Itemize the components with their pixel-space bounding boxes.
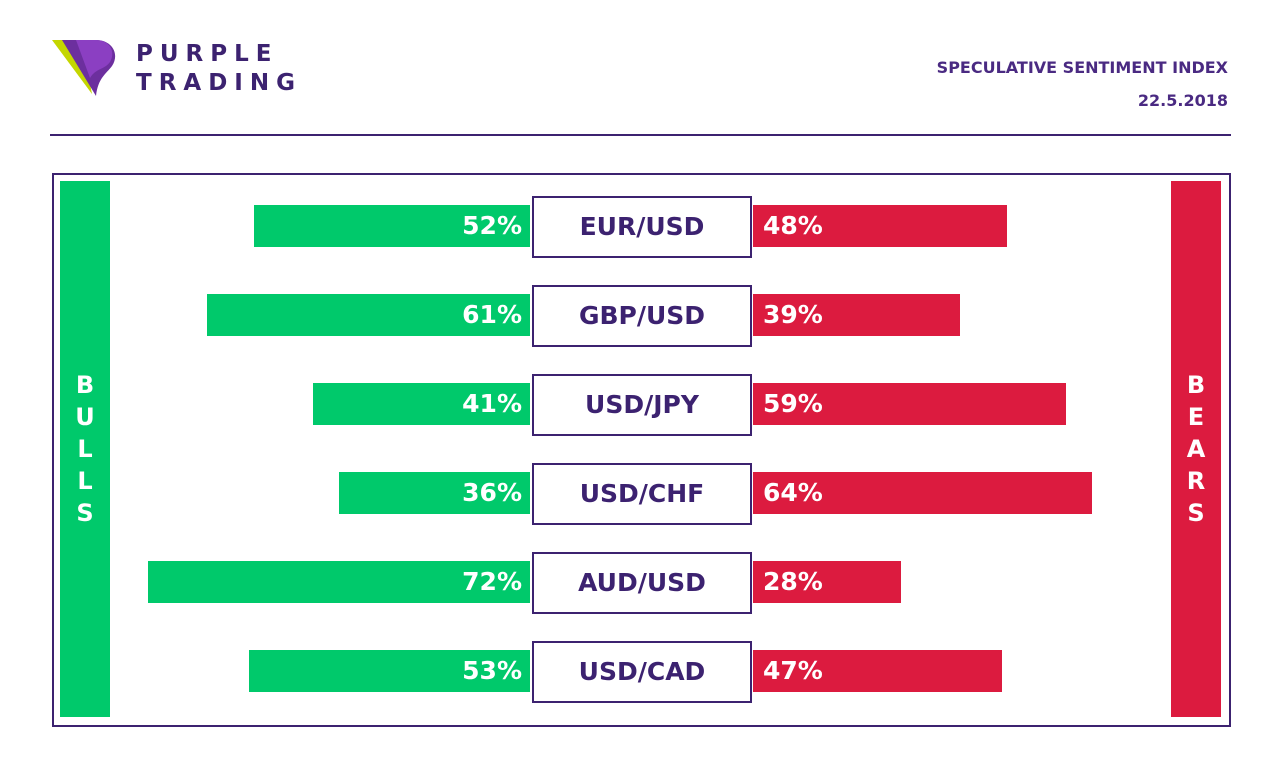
brand-line-2: TRADING [136,70,302,96]
currency-pair-label: AUD/USD [532,552,752,614]
bear-value-label: 59% [763,389,823,418]
bear-bar [753,561,902,603]
page-title: SPECULATIVE SENTIMENT INDEX [936,58,1228,77]
bull-value-label: 61% [462,300,522,329]
bull-value-label: 41% [462,389,522,418]
chart-frame [52,173,1231,727]
bull-value-label: 36% [462,478,522,507]
side-label-letter: S [1187,499,1205,527]
brand-name: PURPLE TRADING [136,40,302,98]
report-date: 22.5.2018 [1137,91,1228,110]
brand-line-1: PURPLE [136,41,279,67]
brand-logo: PURPLE TRADING [52,38,312,100]
bull-value-label: 72% [462,567,522,596]
currency-pair-label: USD/JPY [532,374,752,436]
bear-value-label: 64% [763,478,823,507]
bull-value-label: 53% [462,656,522,685]
bull-bar [312,383,530,425]
bear-value-label: 48% [763,211,823,240]
bear-bar [753,383,1066,425]
bull-bar [148,561,530,603]
side-label-letter: S [76,499,94,527]
currency-pair-label: EUR/USD [532,196,752,258]
bull-bar [339,472,530,514]
bull-bar [249,650,530,692]
bear-value-label: 47% [763,656,823,685]
chart-row: 72% 28% AUD/USD [0,552,1280,614]
side-label-letter: L [77,467,93,495]
chart-row: 61% 39% GBP/USD [0,285,1280,347]
side-label-letter: B [75,371,95,399]
bull-bar [254,205,530,247]
bear-bar [753,650,1003,692]
purple-trading-logo-icon [52,40,116,96]
chart-row: 41% 59% USD/JPY [0,374,1280,436]
currency-pair-label: USD/CAD [532,641,752,703]
side-label-letter: L [77,435,93,463]
chart-row: 53% 47% USD/CAD [0,641,1280,703]
bull-value-label: 52% [462,211,522,240]
bear-bar [753,472,1093,514]
side-label-letter: A [1186,435,1206,463]
side-label-letter: R [1186,467,1206,495]
chart-row: 36% 64% USD/CHF [0,463,1280,525]
bear-value-label: 39% [763,300,823,329]
bear-value-label: 28% [763,567,823,596]
chart-row: 52% 48% EUR/USD [0,196,1280,258]
header-divider [50,134,1231,136]
bear-bar [753,205,1008,247]
currency-pair-label: USD/CHF [532,463,752,525]
side-label-letter: B [1186,371,1206,399]
side-label-letter: E [1187,403,1205,431]
side-label-letter: U [75,403,95,431]
bull-bar [206,294,530,336]
currency-pair-label: GBP/USD [532,285,752,347]
bear-bar [753,294,960,336]
